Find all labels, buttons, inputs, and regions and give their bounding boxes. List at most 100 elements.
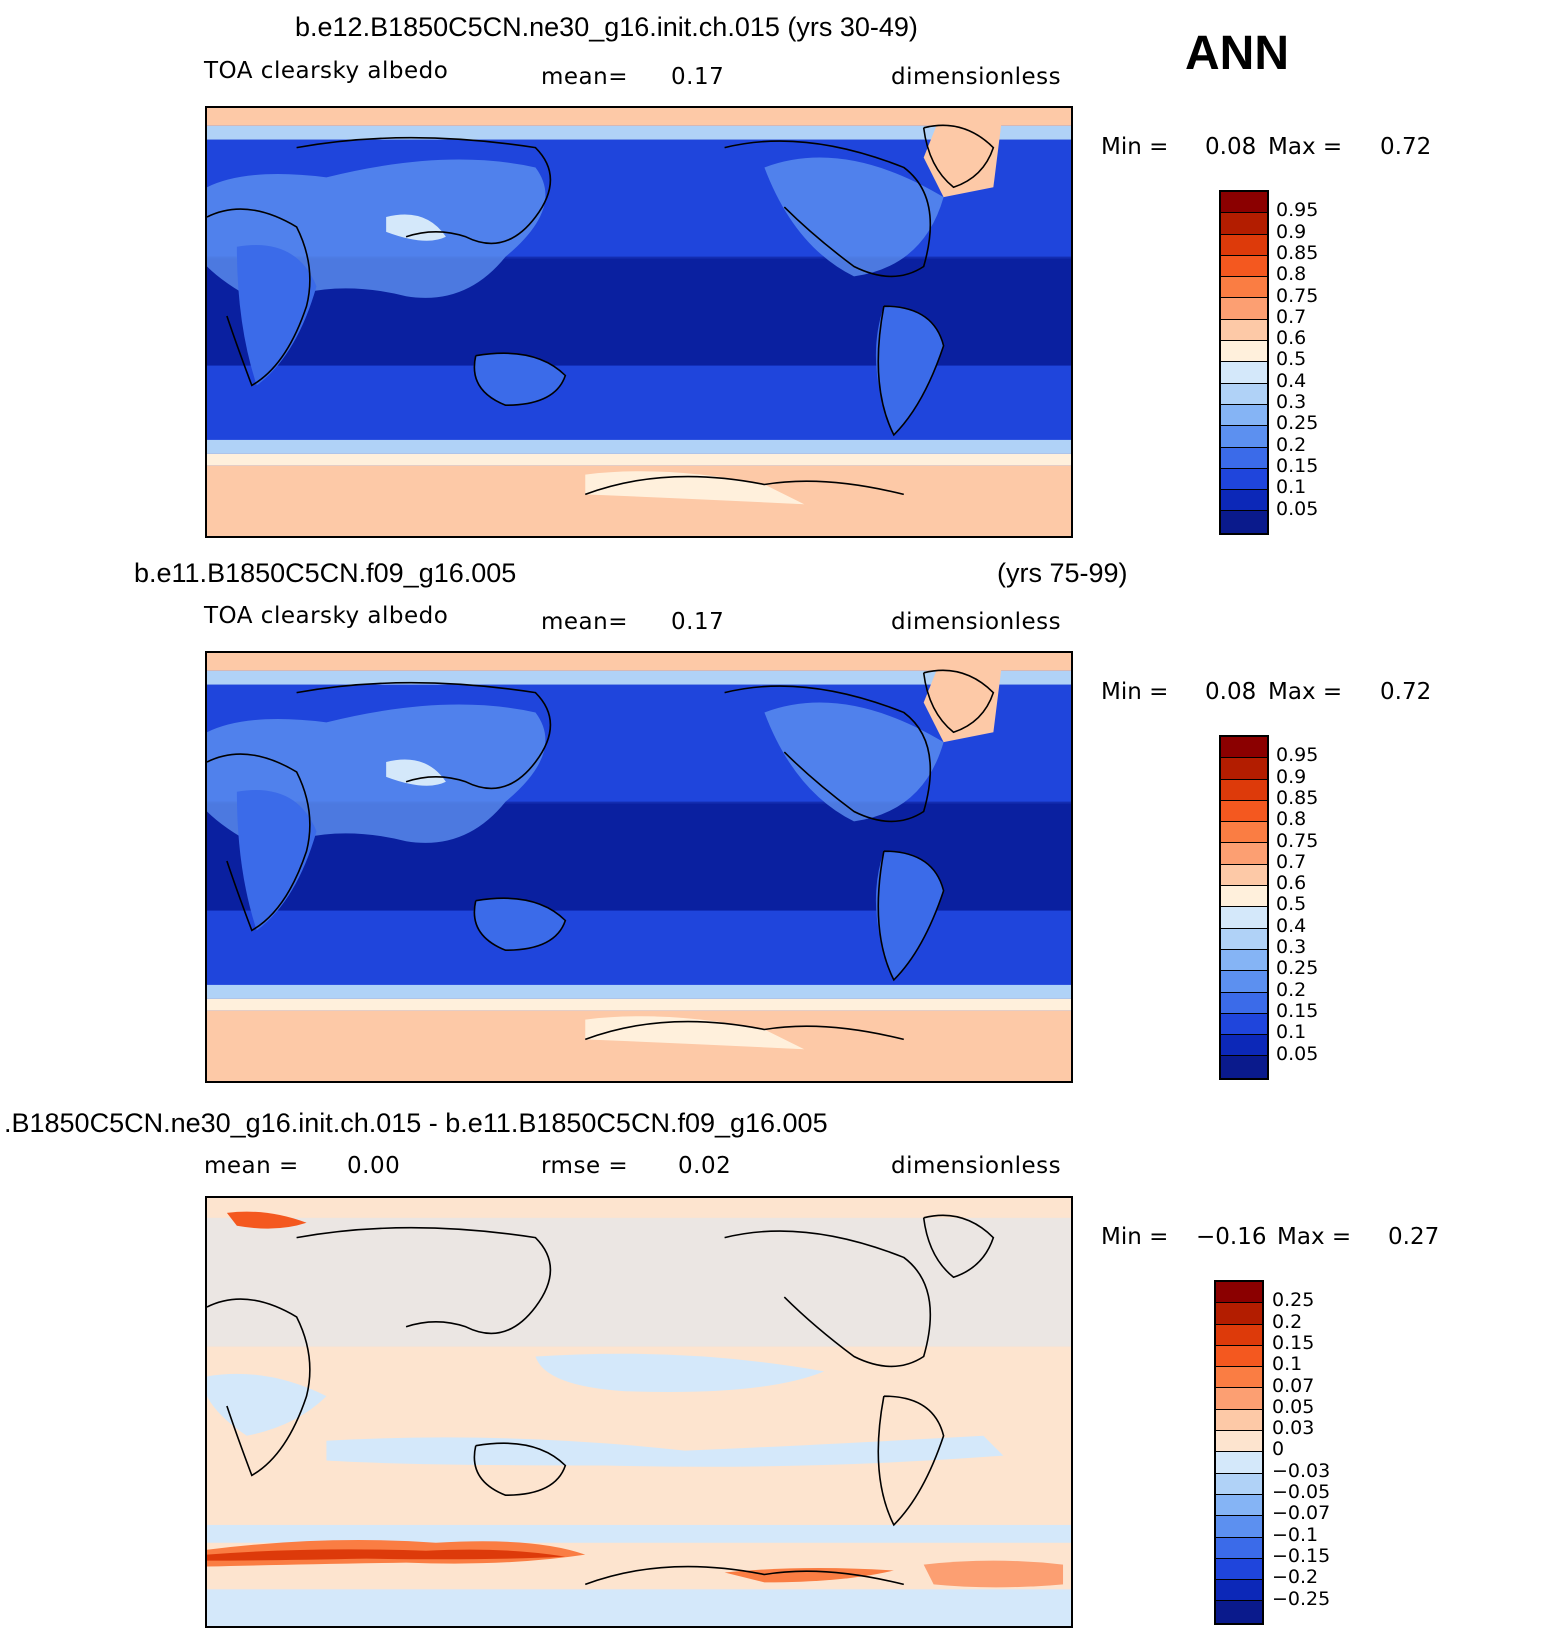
- panel-3-units: dimensionless: [891, 1153, 1062, 1179]
- season-label: ANN: [1185, 27, 1289, 80]
- colorbar-tick-label: 0.05: [1276, 497, 1319, 520]
- colorbar-tick-label: 0.3: [1276, 936, 1307, 958]
- colorbar-tick-label: 0.07: [1272, 1374, 1315, 1397]
- colorbar-tick-label: 0.95: [1276, 744, 1319, 767]
- colorbar-swatch: [1221, 383, 1267, 405]
- colorbar-swatch: [1216, 1473, 1262, 1495]
- panel-2-colorbar: [1219, 735, 1269, 1080]
- colorbar-tick-label: 0.9: [1276, 765, 1307, 788]
- colorbar-tick-label: 0.15: [1272, 1331, 1315, 1354]
- colorbar-swatch: [1221, 468, 1267, 491]
- colorbar-tick-label: −0.05: [1272, 1481, 1331, 1503]
- colorbar-swatch: [1221, 234, 1267, 256]
- colorbar-tick-label: 0.15: [1276, 454, 1319, 477]
- colorbar-tick-label: 0.2: [1272, 1310, 1303, 1333]
- panel-2-max-value: 0.72: [1380, 679, 1432, 705]
- colorbar-swatch: [1221, 447, 1267, 469]
- panel-2-mean-label: mean=: [541, 609, 628, 635]
- colorbar-tick-label: 0.4: [1276, 369, 1307, 392]
- colorbar-tick-label: 0.1: [1272, 1353, 1303, 1376]
- colorbar-swatch: [1216, 1367, 1262, 1389]
- colorbar-tick-label: −0.25: [1272, 1587, 1331, 1610]
- colorbar-swatch: [1221, 843, 1267, 865]
- panel-3-map-svg: [207, 1198, 1071, 1626]
- colorbar-tick-label: 0.6: [1276, 327, 1307, 350]
- colorbar-tick-label: 0.4: [1276, 914, 1307, 937]
- colorbar-tick-label: 0.1: [1276, 476, 1307, 499]
- colorbar-tick-label: 0.05: [1276, 1042, 1319, 1065]
- panel-2-variable-label: TOA clearsky albedo: [204, 603, 449, 629]
- panel-3-max-value: 0.27: [1388, 1224, 1440, 1250]
- panel-2-title: b.e11.B1850C5CN.f09_g16.005: [134, 558, 517, 588]
- panel-1-variable-label: TOA clearsky albedo: [204, 58, 449, 84]
- panel-3-min-value: −0.16: [1196, 1224, 1267, 1250]
- colorbar-swatch: [1221, 192, 1267, 214]
- panel-1-title: b.e12.B1850C5CN.ne30_g16.init.ch.015 (yr…: [295, 12, 918, 42]
- colorbar-tick-label: 0.8: [1276, 808, 1307, 831]
- panel-1-max-label: Max =: [1268, 134, 1343, 160]
- colorbar-swatch: [1216, 1388, 1262, 1410]
- colorbar-swatch: [1221, 1013, 1267, 1036]
- colorbar-tick-label: 0.9: [1276, 220, 1307, 243]
- panel-1-map-svg: [207, 108, 1071, 536]
- colorbar-swatch: [1221, 277, 1267, 299]
- panel-2-min-value: 0.08: [1205, 679, 1257, 705]
- colorbar-tick-label: −0.07: [1272, 1502, 1331, 1525]
- colorbar-swatch: [1221, 213, 1267, 235]
- panel-1-mean-value: 0.17: [671, 64, 725, 90]
- panel-1-colorbar: [1219, 190, 1269, 535]
- panel-1-max-value: 0.72: [1380, 134, 1432, 160]
- panel-2-map: [205, 651, 1073, 1083]
- colorbar-swatch: [1221, 298, 1267, 320]
- colorbar-swatch: [1216, 1452, 1262, 1474]
- colorbar-tick-label: 0.2: [1276, 433, 1307, 456]
- colorbar-swatch: [1221, 800, 1267, 823]
- colorbar-swatch: [1221, 362, 1267, 384]
- colorbar-tick-label: 0.85: [1276, 241, 1319, 264]
- colorbar-tick-label: −0.15: [1272, 1544, 1331, 1567]
- colorbar-swatch: [1221, 490, 1267, 512]
- colorbar-swatch: [1216, 1537, 1262, 1559]
- colorbar-swatch: [1221, 907, 1267, 929]
- colorbar-swatch: [1216, 1494, 1262, 1517]
- panel-3-min-label: Min =: [1101, 1224, 1169, 1250]
- panel-3-rmse-label: rmse =: [541, 1153, 629, 1179]
- colorbar-swatch: [1221, 949, 1267, 972]
- colorbar-swatch: [1221, 822, 1267, 844]
- panel-2-units: dimensionless: [891, 609, 1062, 635]
- panel-3-mean-value: 0.00: [347, 1153, 401, 1179]
- panel-2-max-label: Max =: [1268, 679, 1343, 705]
- panel-1-min-label: Min =: [1101, 134, 1169, 160]
- colorbar-swatch: [1216, 1324, 1262, 1346]
- colorbar-swatch: [1216, 1580, 1262, 1602]
- colorbar-swatch: [1221, 1056, 1267, 1078]
- colorbar-swatch: [1221, 341, 1267, 363]
- panel-1-mean-label: mean=: [541, 64, 628, 90]
- colorbar-tick-label: 0.25: [1272, 1289, 1315, 1312]
- colorbar-swatch: [1221, 511, 1267, 533]
- colorbar-tick-label: −0.1: [1272, 1523, 1319, 1546]
- colorbar-tick-label: 0.95: [1276, 199, 1319, 222]
- colorbar-tick-label: 0.7: [1276, 850, 1307, 873]
- panel-2-mean-value: 0.17: [671, 609, 725, 635]
- colorbar-tick-label: 0.5: [1276, 893, 1307, 916]
- panel-1-min-value: 0.08: [1205, 134, 1257, 160]
- panel-3-mean-label: mean =: [204, 1153, 299, 1179]
- colorbar-swatch: [1216, 1303, 1262, 1325]
- colorbar-swatch: [1216, 1558, 1262, 1581]
- colorbar-tick-label: 0.7: [1276, 305, 1307, 328]
- colorbar-tick-label: 0.03: [1272, 1417, 1315, 1440]
- colorbar-swatch: [1221, 737, 1267, 759]
- colorbar-swatch: [1216, 1409, 1262, 1432]
- colorbar-tick-label: 0.85: [1276, 786, 1319, 809]
- colorbar-swatch: [1221, 886, 1267, 908]
- colorbar-swatch: [1221, 319, 1267, 342]
- colorbar-swatch: [1221, 992, 1267, 1014]
- panel-3-colorbar: [1214, 1280, 1264, 1625]
- colorbar-swatch: [1216, 1282, 1262, 1304]
- colorbar-tick-label: 0.75: [1276, 284, 1319, 307]
- colorbar-tick-label: 0.5: [1276, 348, 1307, 371]
- colorbar-swatch: [1221, 255, 1267, 278]
- colorbar-tick-label: 0.75: [1276, 829, 1319, 852]
- panel-3-title: .B1850C5CN.ne30_g16.init.ch.015 - b.e11.…: [4, 1108, 828, 1138]
